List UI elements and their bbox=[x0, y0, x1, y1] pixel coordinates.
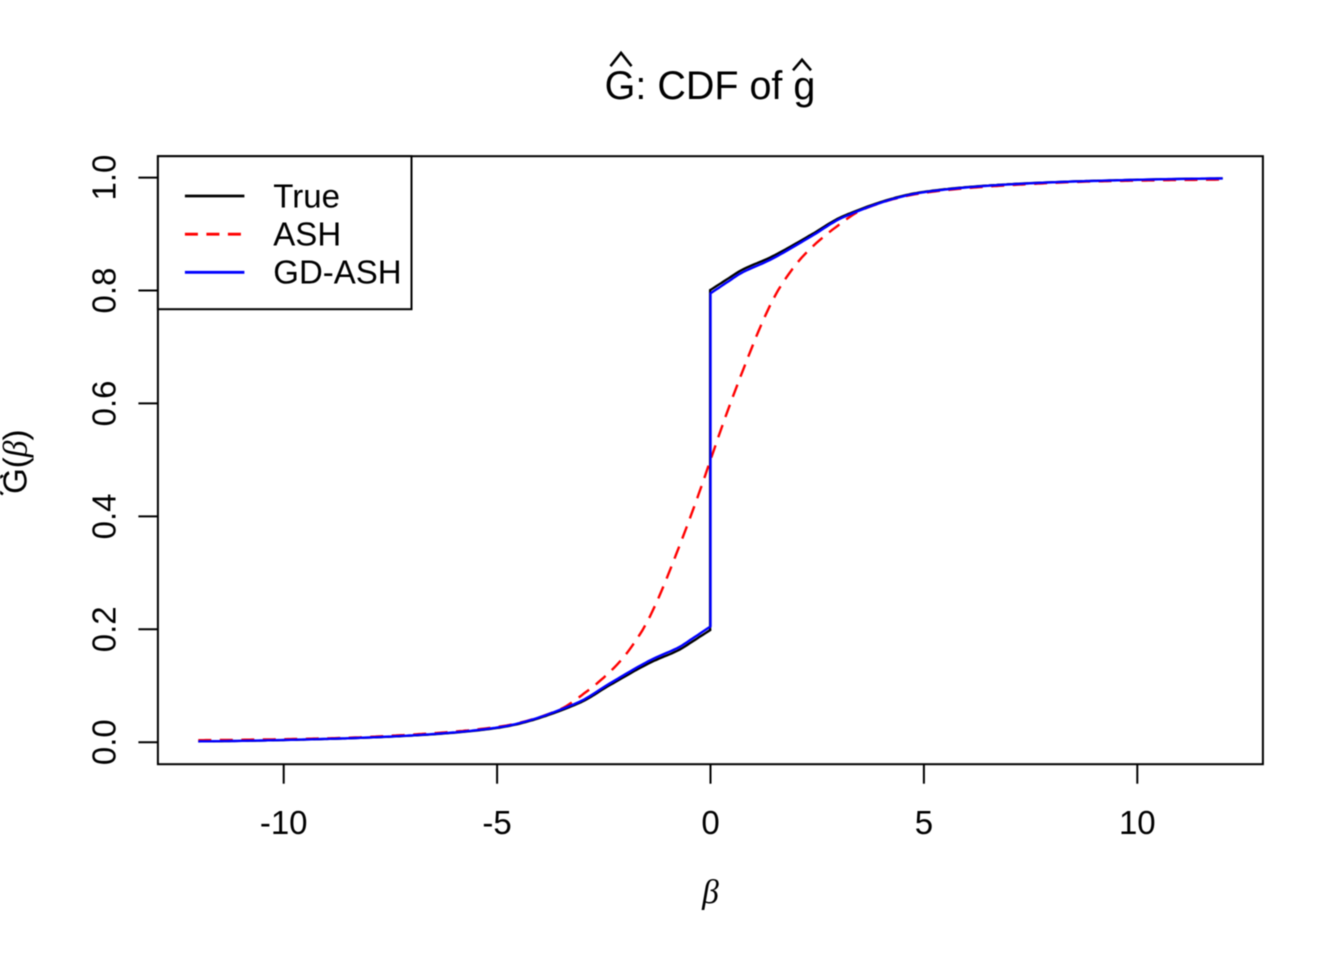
svg-text:GD-ASH: GD-ASH bbox=[273, 254, 401, 291]
svg-text:-10: -10 bbox=[260, 804, 308, 841]
svg-text:ASH: ASH bbox=[273, 216, 341, 253]
svg-text:0.4: 0.4 bbox=[86, 493, 123, 539]
svg-text:1.0: 1.0 bbox=[86, 155, 123, 201]
svg-text:True: True bbox=[273, 178, 340, 215]
svg-text:G: CDF of g: G: CDF of g bbox=[605, 64, 816, 108]
svg-text:0.6: 0.6 bbox=[86, 380, 123, 426]
svg-text:G(β): G(β) bbox=[0, 430, 35, 494]
svg-text:-5: -5 bbox=[482, 804, 511, 841]
svg-text:0: 0 bbox=[701, 804, 719, 841]
svg-text:0.2: 0.2 bbox=[86, 606, 123, 652]
svg-text:0.0: 0.0 bbox=[86, 719, 123, 765]
svg-text:0.8: 0.8 bbox=[86, 268, 123, 314]
svg-text:10: 10 bbox=[1119, 804, 1156, 841]
svg-text:5: 5 bbox=[915, 804, 933, 841]
svg-text:β: β bbox=[701, 874, 719, 911]
